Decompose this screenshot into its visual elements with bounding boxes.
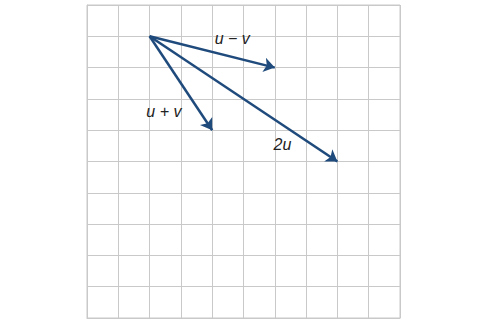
svg-text:u + v: u + v — [146, 103, 182, 120]
svg-text:2u: 2u — [273, 136, 292, 153]
svg-text:u − v: u − v — [215, 30, 251, 47]
